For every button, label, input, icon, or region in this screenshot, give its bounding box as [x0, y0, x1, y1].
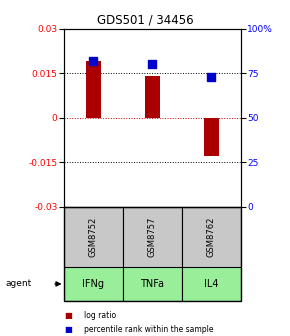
Bar — [145, 76, 160, 118]
Bar — [182, 207, 241, 267]
Text: IFNg: IFNg — [82, 279, 104, 289]
Point — [209, 74, 213, 79]
Bar — [204, 118, 219, 156]
Text: log ratio: log ratio — [84, 311, 116, 320]
Text: IL4: IL4 — [204, 279, 218, 289]
Bar — [64, 267, 123, 301]
Text: GSM8762: GSM8762 — [207, 217, 216, 257]
Point — [91, 58, 96, 63]
Bar — [123, 207, 182, 267]
Text: GSM8757: GSM8757 — [148, 217, 157, 257]
Text: ■: ■ — [64, 311, 72, 320]
Bar — [182, 267, 241, 301]
Text: percentile rank within the sample: percentile rank within the sample — [84, 325, 214, 334]
Text: ■: ■ — [64, 325, 72, 334]
Text: TNFa: TNFa — [140, 279, 164, 289]
Bar — [123, 267, 182, 301]
Text: GDS501 / 34456: GDS501 / 34456 — [97, 14, 193, 27]
Text: GSM8752: GSM8752 — [89, 217, 98, 257]
Point — [150, 61, 155, 67]
Bar — [86, 61, 101, 118]
Text: agent: agent — [6, 280, 32, 288]
Bar — [64, 207, 123, 267]
